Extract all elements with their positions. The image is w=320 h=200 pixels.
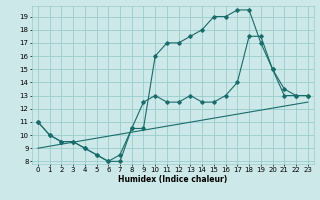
X-axis label: Humidex (Indice chaleur): Humidex (Indice chaleur) (118, 175, 228, 184)
